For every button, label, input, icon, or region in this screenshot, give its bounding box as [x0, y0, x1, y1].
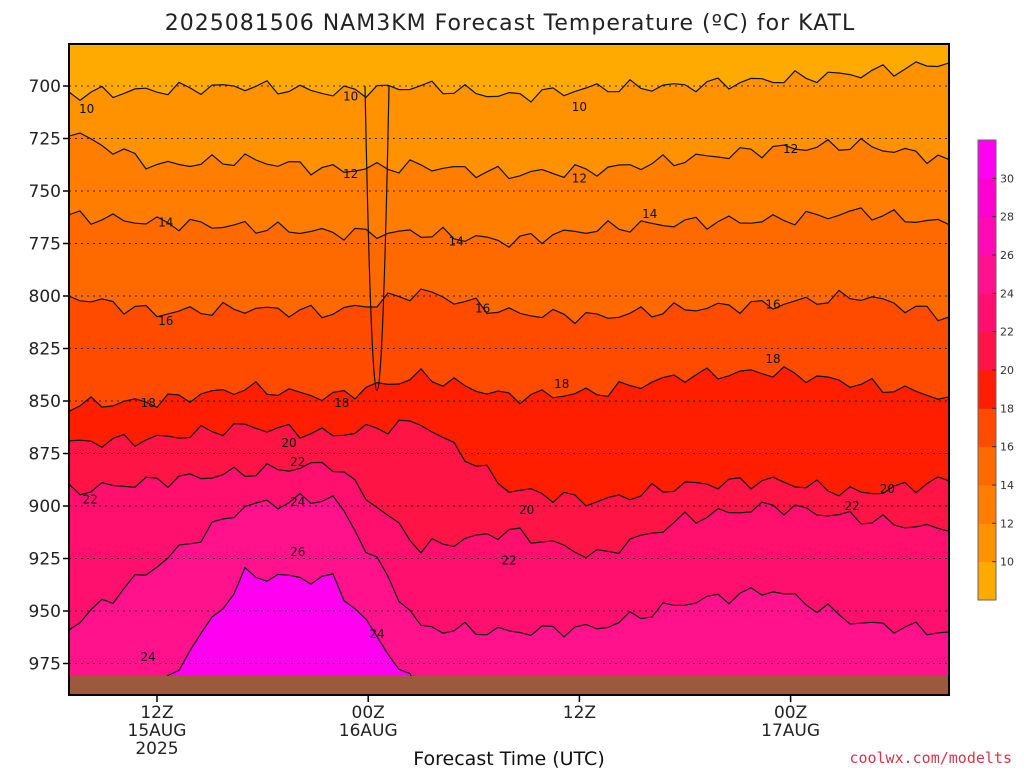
y-tick-label-750: 750 — [29, 182, 61, 202]
contour-label-14: 14 — [449, 234, 464, 248]
contour-label-22: 22 — [290, 455, 305, 469]
credit-link[interactable]: coolwx.com/modelts — [849, 749, 1012, 767]
colorbar-swatch-6 — [978, 331, 996, 371]
colorbar-label-10: 10 — [1000, 556, 1014, 569]
y-tick-label-825: 825 — [29, 340, 61, 360]
y-tick-label-950: 950 — [29, 602, 61, 622]
colorbar-label-26: 26 — [1000, 249, 1014, 262]
contour-label-22: 22 — [82, 493, 97, 507]
x-tick-label-12-2: 2025 — [135, 739, 178, 759]
colorbar-swatch-2 — [978, 485, 996, 524]
contour-line-16 — [69, 288, 949, 325]
y-tick-label-800: 800 — [29, 287, 61, 307]
contour-line-26 — [71, 566, 949, 695]
colorbar-swatch-4 — [978, 408, 996, 448]
fill-band-below-10 — [69, 44, 949, 102]
gridlines — [69, 85, 949, 664]
contour-label-12: 12 — [343, 167, 358, 181]
plot-area: 10 10 10 12 12 12 14 14 14 16 16 16 18 18 18 18 20 20 20 22… — [69, 44, 949, 695]
colorbar-label-30: 30 — [1000, 172, 1014, 185]
contour-label-20: 20 — [281, 436, 296, 450]
contour-label-10: 10 — [79, 102, 94, 116]
contour-label-26: 26 — [290, 545, 305, 559]
contour-label-20: 20 — [880, 482, 895, 496]
contour-label-22: 22 — [501, 554, 516, 568]
contour-line-10 — [69, 61, 949, 103]
contour-label-22: 22 — [845, 499, 860, 513]
x-tick-label-24-0: 00Z — [352, 703, 385, 723]
y-tick-label-700: 700 — [29, 77, 61, 97]
colorbar-swatch-5 — [978, 370, 996, 409]
x-axis-label: Forecast Time (UTC) — [413, 748, 604, 768]
y-tick-label-925: 925 — [29, 550, 61, 570]
contour-label-18: 18 — [765, 352, 780, 366]
x-tick-label-24-1: 16AUG — [339, 721, 398, 741]
contour-label-24: 24 — [141, 650, 156, 664]
y-axis: 700 725 750 775 800 825 850 875 900 925 950 975 — [29, 77, 69, 675]
colorbar-label-28: 28 — [1000, 211, 1014, 224]
contour-line-20 — [69, 419, 949, 507]
contour-line-14 — [69, 207, 949, 248]
contour-label-10: 10 — [343, 90, 358, 104]
colorbar-label-14: 14 — [1000, 479, 1014, 492]
colorbar-swatch-11 — [978, 140, 996, 179]
colorbar-legend: 10 12 14 16 18 20 22 24 26 28 30 — [977, 139, 1014, 601]
x-tick-label-36-0: 12Z — [563, 703, 596, 723]
contour-label-18: 18 — [334, 396, 349, 410]
temperature-fill-bands — [69, 44, 949, 695]
y-tick-label-900: 900 — [29, 497, 61, 517]
contour-label-12: 12 — [783, 142, 798, 156]
contour-line-22 — [69, 461, 949, 559]
colorbar-swatch-0 — [978, 561, 996, 601]
contour-line-12 — [69, 132, 949, 180]
contour-lines — [69, 61, 949, 695]
chart-title: 2025081506 NAM3KM Forecast Temperature (… — [165, 11, 856, 36]
y-tick-label-850: 850 — [29, 392, 61, 412]
plot-frame — [68, 43, 950, 696]
x-tick-label-12-1: 15AUG — [128, 721, 187, 741]
x-tick-label-48-1: 17AUG — [761, 721, 820, 741]
contour-label-16: 16 — [475, 302, 490, 316]
contour-label-18: 18 — [141, 396, 156, 410]
colorbar-swatch-10 — [978, 178, 996, 218]
contour-line-18 — [69, 365, 949, 412]
colorbar-label-20: 20 — [1000, 364, 1014, 377]
colorbar-label-16: 16 — [1000, 441, 1014, 454]
x-tick-label-12-0: 12Z — [140, 703, 173, 723]
y-tick-label-725: 725 — [29, 130, 61, 150]
surface-ground — [69, 676, 949, 695]
colorbar-swatch-7 — [978, 293, 996, 333]
colorbar-swatch-1 — [978, 523, 996, 563]
contour-label-12: 12 — [572, 171, 587, 185]
colorbar-label-24: 24 — [1000, 287, 1014, 300]
x-tick-label-48-0: 00Z — [774, 703, 807, 723]
colorbar-label-12: 12 — [1000, 517, 1014, 530]
colorbar-label-18: 18 — [1000, 402, 1014, 415]
contour-labels: 10 10 10 12 12 12 14 14 14 16 16 16 18 18 18 18 20 20 20 22… — [79, 90, 895, 665]
contour-label-14: 14 — [158, 216, 173, 230]
y-tick-label-775: 775 — [29, 235, 61, 255]
contour-label-14: 14 — [642, 207, 657, 221]
contour-label-16: 16 — [765, 297, 780, 311]
colorbar-label-22: 22 — [1000, 326, 1014, 339]
y-tick-label-875: 875 — [29, 445, 61, 465]
contour-label-20: 20 — [519, 503, 534, 517]
contour-label-18: 18 — [554, 377, 569, 391]
contour-label-16: 16 — [158, 314, 173, 328]
contour-line-24 — [69, 492, 949, 638]
contour-label-10: 10 — [572, 100, 587, 114]
colorbar-swatch-3 — [978, 446, 996, 486]
contour-line-dip — [364, 85, 390, 391]
colorbar-swatch-8 — [978, 255, 996, 294]
contour-label-24: 24 — [369, 627, 384, 641]
contour-label-24: 24 — [290, 495, 305, 509]
y-tick-label-975: 975 — [29, 655, 61, 675]
colorbar-swatch-9 — [978, 216, 996, 256]
